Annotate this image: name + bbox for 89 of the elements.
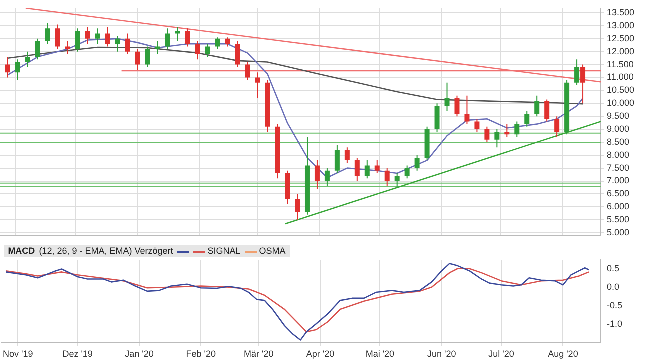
candlestick [225, 37, 230, 48]
candlestick [484, 126, 490, 143]
candlestick [334, 144, 340, 174]
chart-title: MACD [8, 246, 36, 256]
x-tick-label: Jun '20 [427, 349, 456, 360]
candlestick [580, 64, 586, 104]
x-tick-label: Mai '20 [366, 349, 395, 360]
y-tick-label: 0.0 [607, 282, 620, 292]
candlestick [504, 124, 510, 138]
candlestick [255, 72, 260, 99]
candlestick [314, 160, 320, 190]
y-tick-label: 0.5 [607, 264, 620, 274]
candlestick [374, 160, 380, 174]
candlestick [235, 41, 240, 68]
candlestick [454, 95, 460, 118]
candlestick [245, 62, 250, 81]
candlestick [125, 33, 130, 55]
candlestick [25, 51, 30, 68]
candlestick [15, 59, 20, 81]
candlestick [474, 118, 480, 133]
candlestick [215, 37, 220, 50]
candlestick [554, 116, 560, 138]
candlestick [434, 103, 440, 133]
y-tick-label: 9.000 [607, 124, 630, 134]
y-tick-label: 12.000 [607, 46, 635, 56]
candlestick [544, 99, 550, 122]
candlestick [35, 38, 40, 60]
y-tick-label: 12.500 [607, 33, 635, 44]
candlestick [394, 172, 400, 188]
candlestick [414, 154, 420, 172]
candlestick [524, 110, 530, 128]
candlestick [534, 95, 540, 118]
candlestick [444, 82, 450, 112]
y-tick-label: 13.500 [607, 8, 635, 18]
y-tick-label: 5.000 [607, 227, 630, 238]
x-tick-label: Jan '20 [125, 349, 154, 360]
candlestick [195, 41, 200, 60]
candlestick [105, 26, 110, 48]
candlestick [494, 129, 500, 148]
x-tick-label: Feb '20 [186, 349, 216, 360]
candlestick [404, 165, 410, 180]
y-tick-label: 8.500 [607, 136, 630, 147]
candlestick [175, 26, 180, 42]
candlestick [295, 194, 300, 221]
y-tick-label: -1.0 [607, 319, 623, 330]
legend-label: OSMA [258, 246, 286, 256]
legend-label: SIGNAL [206, 246, 241, 256]
candlestick [205, 44, 210, 58]
y-tick-label: 11.000 [607, 72, 634, 82]
y-tick-label: 5.500 [607, 214, 630, 225]
y-tick-label: 13.000 [607, 20, 635, 30]
candlestick [95, 28, 100, 45]
candlestick [45, 22, 50, 45]
y-tick-label: 8.000 [607, 150, 630, 160]
candlestick [75, 28, 80, 52]
candlestick [135, 48, 140, 70]
candlestick [165, 28, 170, 50]
candlestick [145, 46, 150, 68]
candlestick [65, 41, 70, 55]
y-tick-label: 10.000 [607, 98, 635, 108]
y-tick-label: 7.500 [607, 162, 630, 173]
x-tick-label: Mär '20 [244, 349, 274, 360]
candlestick [464, 95, 470, 125]
x-tick-label: Apr '20 [306, 349, 335, 360]
candlestick [364, 160, 370, 180]
candlestick [115, 36, 120, 52]
candlestick [574, 59, 580, 86]
y-tick-label: 11.500 [607, 59, 634, 70]
y-tick-label: 10.500 [607, 85, 635, 96]
x-tick-label: Aug '20 [548, 349, 578, 360]
y-tick-label: 6.000 [607, 202, 630, 212]
candlestick [324, 168, 330, 187]
y-tick-label: 7.000 [607, 176, 630, 186]
candlestick [5, 56, 10, 78]
candlestick [384, 168, 390, 187]
candlestick [155, 41, 160, 55]
candlestick [55, 24, 60, 50]
candlestick [344, 147, 350, 164]
x-tick-label: Jul '20 [488, 349, 514, 360]
candlestick [185, 28, 190, 48]
x-tick-label: Nov '19 [3, 349, 34, 360]
y-tick-label: -0.5 [607, 300, 623, 311]
y-tick-label: 6.500 [607, 188, 630, 199]
candlestick [514, 121, 520, 138]
candlestick [354, 157, 360, 182]
y-tick-label: 9.500 [607, 111, 630, 122]
candlestick [85, 26, 90, 45]
x-tick-label: Dez '19 [62, 349, 93, 360]
chart-subtitle: (12, 26, 9 - EMA, EMA) Verzögert [39, 246, 174, 256]
